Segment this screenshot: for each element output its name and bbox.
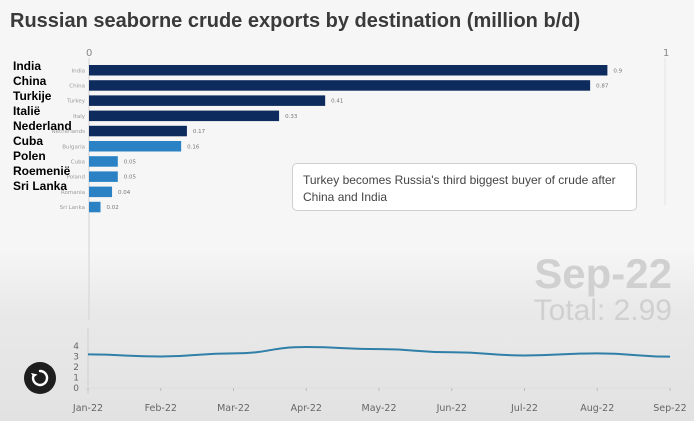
axis-max-label: 1 — [663, 48, 670, 59]
timeline-ytick-label: 3 — [73, 353, 79, 363]
bar-chart: India 0.9 China 0.87 Turkey 0.41 Italy 0.33 Neth… — [51, 58, 666, 320]
replay-icon — [31, 369, 49, 387]
timeline-xtick-label: Mar-22 — [217, 403, 250, 414]
timeline-xtick-label: Feb-22 — [145, 403, 177, 414]
bar-category-label: Italy — [73, 114, 86, 120]
bottom-fade — [0, 250, 694, 421]
bar — [89, 125, 187, 137]
bar-category-label: China — [69, 83, 85, 89]
timeline-ytick-label: 4 — [73, 342, 79, 352]
overlay-label: Roemenië — [13, 164, 71, 178]
overlay-label: China — [13, 74, 47, 88]
bar — [89, 201, 101, 213]
timeline-xtick-label: Sep-22 — [653, 403, 686, 414]
timeline-xtick-label: Aug-22 — [580, 403, 614, 414]
bar-value-label: 0.17 — [193, 129, 206, 135]
timeline-ytick-label: 2 — [73, 363, 79, 373]
annotation-callout: Turkey becomes Russia's third biggest bu… — [292, 163, 637, 211]
bar — [89, 141, 182, 152]
chart-title: Russian seaborne crude exports by destin… — [10, 10, 581, 32]
period-label: Sep-22 — [534, 250, 672, 297]
timeline-xtick-label: Jan-22 — [72, 403, 103, 414]
bar — [89, 171, 118, 182]
overlay-label: Cuba — [13, 134, 43, 148]
overlay-label: Sri Lanka — [13, 179, 68, 193]
overlay-label: Turkije — [13, 89, 52, 103]
bar — [89, 95, 326, 106]
overlay-label: India — [13, 59, 42, 73]
bar-category-label: Sri Lanka — [60, 205, 85, 211]
timeline-ytick-label: 0 — [73, 384, 79, 394]
overlay-label: Italië — [13, 104, 41, 118]
axis-min-label: 0 — [86, 48, 93, 59]
timeline-xtick-label: Jun-22 — [436, 403, 467, 414]
bar-value-label: 0.05 — [124, 159, 137, 165]
timeline-xtick-label: Apr-22 — [291, 403, 322, 414]
bar-value-label: 0.16 — [187, 144, 200, 150]
bar-category-label: Poland — [67, 175, 85, 181]
bar-value-label: 0.87 — [596, 83, 609, 89]
bar-value-label: 0.41 — [331, 99, 343, 105]
bar-category-label: Turkey — [66, 99, 86, 105]
bar — [89, 156, 118, 167]
overlay-labels: India China Turkije Italië Nederland Cuba Pole… — [13, 59, 72, 194]
timeline-xtick-label: May-22 — [362, 403, 397, 414]
bar-category-label: Netherlands — [51, 129, 85, 135]
overlay-label: Nederland — [13, 119, 72, 133]
timeline-ytick-label: 1 — [73, 374, 79, 384]
bar — [89, 186, 113, 198]
bar-category-label: Bulgaria — [62, 144, 85, 150]
bar-category-label: India — [72, 68, 86, 74]
timeline-xtick-label: Jul-22 — [510, 403, 538, 414]
bar — [89, 80, 591, 91]
replay-button[interactable] — [24, 362, 56, 394]
bar-value-label: 0.9 — [613, 68, 622, 74]
bar-value-label: 0.33 — [285, 114, 298, 120]
overlay-label: Polen — [13, 149, 46, 163]
total-label: Total: 2.99 — [533, 294, 672, 327]
bar-category-label: Romania — [61, 190, 85, 196]
bar-value-label: 0.04 — [118, 190, 131, 196]
timeline-series-line — [87, 346, 671, 358]
bar-value-label: 0.05 — [124, 175, 137, 181]
bar-category-label: Cuba — [71, 159, 85, 165]
bar — [89, 65, 608, 76]
bar-value-label: 0.02 — [107, 205, 119, 211]
bar — [89, 110, 280, 122]
